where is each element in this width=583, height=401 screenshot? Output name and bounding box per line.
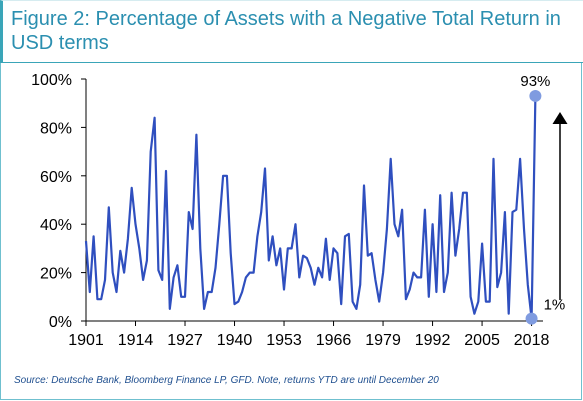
annotations: 93% 1% xyxy=(520,73,565,325)
annotation-label: 1% xyxy=(544,297,566,314)
y-tick-label: 0% xyxy=(49,314,72,331)
annotation-marker xyxy=(529,89,542,102)
x-axis-ticks: 1901 1914 1927 1940 1953 1966 1979 1992 2005 2018 xyxy=(68,321,549,349)
y-tick-label: 40% xyxy=(40,217,72,234)
x-tick-label: 1953 xyxy=(266,332,302,349)
x-tick-label: 1979 xyxy=(365,332,401,349)
annotation-marker xyxy=(525,312,538,325)
y-axis-ticks: 0% 20% 40% 60% 80% 100% xyxy=(31,72,86,331)
y-tick-label: 60% xyxy=(40,169,72,186)
y-tick-label: 20% xyxy=(40,266,72,283)
chart-frame xyxy=(0,63,582,400)
source-note: Source: Deutsche Bank, Bloomberg Finance… xyxy=(14,375,439,386)
x-tick-label: 1901 xyxy=(68,332,104,349)
axes xyxy=(85,79,543,322)
annotation-label: 93% xyxy=(520,73,550,90)
x-tick-label: 2005 xyxy=(464,332,500,349)
x-tick-label: 1992 xyxy=(415,332,451,349)
y-tick-label: 100% xyxy=(31,72,72,89)
x-tick-label: 2018 xyxy=(514,332,550,349)
x-tick-label: 1940 xyxy=(217,332,253,349)
x-tick-label: 1914 xyxy=(118,332,154,349)
x-tick-label: 1966 xyxy=(316,332,352,349)
series-line xyxy=(84,95,537,320)
chart-title: Figure 2: Percentage of Assets with a Ne… xyxy=(11,8,561,54)
x-tick-label: 1927 xyxy=(167,332,203,349)
title-bar: Figure 2: Percentage of Assets with a Ne… xyxy=(0,0,583,63)
y-tick-label: 80% xyxy=(40,120,72,137)
